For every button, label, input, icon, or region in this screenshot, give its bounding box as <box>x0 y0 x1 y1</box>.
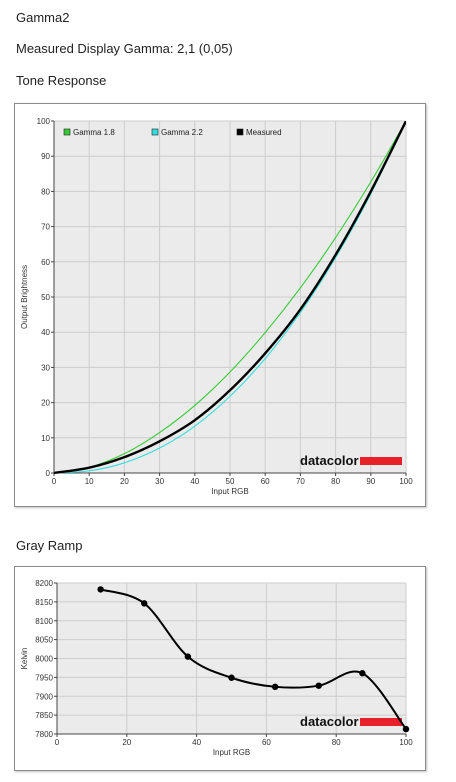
tone-y-tick-label: 40 <box>41 328 50 337</box>
tone-datacolor-logo: datacolor <box>300 453 402 468</box>
tone-legend-label: Measured <box>246 128 282 137</box>
tone-x-tick-label: 90 <box>366 477 375 486</box>
tone-legend-swatch <box>151 128 159 136</box>
tone-x-axis-label: Input RGB <box>211 487 248 496</box>
tone-y-tick-label: 50 <box>41 293 50 302</box>
gray-x-tick-label: 80 <box>332 738 341 747</box>
gray-data-point <box>141 600 148 607</box>
tone-legend-label: Gamma 1.8 <box>73 128 115 137</box>
tone-logo-text: datacolor <box>300 453 359 468</box>
tone-x-tick-label: 0 <box>52 477 57 486</box>
tone-y-tick-label: 60 <box>41 258 50 267</box>
gray-datacolor-logo: datacolor <box>300 714 402 729</box>
gray-y-tick-label: 7800 <box>35 730 53 739</box>
tone-grid <box>53 120 407 474</box>
tone-series-line <box>54 121 406 474</box>
tone-x-tick-label: 50 <box>226 477 235 486</box>
gray-logo-text: datacolor <box>300 714 359 729</box>
tone-y-tick-label: 20 <box>41 399 50 408</box>
tone-y-tick-label: 0 <box>46 469 51 478</box>
page-title: Gamma2 <box>16 10 70 25</box>
gray-data-point <box>184 653 192 660</box>
tone-legend-label: Gamma 2.2 <box>161 128 203 137</box>
tone-x-tick-label: 10 <box>85 477 94 486</box>
tone-legend-swatch <box>63 128 71 136</box>
tone-y-tick-label: 30 <box>41 363 50 372</box>
tone-legend-swatch <box>236 128 244 136</box>
gray-data-point <box>359 670 366 677</box>
tone-x-tick-label: 60 <box>261 477 270 486</box>
tone-response-chart: 0 10 20 30 40 50 60 70 80 90 100 0 10 20 30 40 50 60 70 80 9… <box>20 117 414 496</box>
gray-y-tick-label: 7950 <box>35 673 53 682</box>
gray-ramp-heading: Gray Ramp <box>16 538 83 553</box>
gray-y-tick-label: 8050 <box>35 636 53 645</box>
gray-series-series-0 <box>97 586 410 733</box>
gray-y-tick-label: 8000 <box>35 655 53 664</box>
tone-x-tick-label: 100 <box>399 477 413 486</box>
gray-x-tick-label: 60 <box>262 738 271 747</box>
tone-x-tick-label: 30 <box>155 477 164 486</box>
gray-y-tick-label: 7850 <box>35 711 53 720</box>
gray-x-tick-label: 20 <box>122 738 131 747</box>
gray-y-axis-label: Kelvin <box>20 648 29 670</box>
gray-data-point <box>315 682 322 689</box>
gray-data-point <box>97 586 104 593</box>
gray-y-tick-label: 8100 <box>35 617 53 626</box>
tone-legend-item: Gamma 1.8 <box>63 128 115 137</box>
tone-x-tick-label: 80 <box>331 477 340 486</box>
gray-logo-bar <box>360 718 402 726</box>
gray-x-axis-label: Input RGB <box>213 748 250 757</box>
tone-series-line <box>54 121 406 474</box>
tone-y-tick-label: 100 <box>37 117 51 126</box>
tone-series-gamma-2-2 <box>54 121 406 474</box>
tone-legend-item: Measured <box>236 128 282 137</box>
tone-logo-bar <box>360 457 402 465</box>
tone-y-tick-label: 10 <box>41 434 50 443</box>
gray-data-point <box>271 683 279 691</box>
tone-response-chart-frame: 0 10 20 30 40 50 60 70 80 90 100 0 10 20 30 40 50 60 70 80 9… <box>14 103 426 507</box>
gray-axes: 0 20 40 60 80 100 7800 7850 7900 7950 8000 8050 8100… <box>35 579 413 747</box>
tone-series-measured <box>54 121 406 475</box>
tone-x-tick-label: 20 <box>120 477 129 486</box>
tone-y-tick-label: 90 <box>41 152 50 161</box>
tone-x-tick-label: 70 <box>296 477 305 486</box>
gray-y-tick-label: 8200 <box>35 579 53 588</box>
tone-axes: 0 10 20 30 40 50 60 70 80 90 100 0 10 20 30 40 50 60 70 80 9… <box>37 117 414 486</box>
gray-x-tick-label: 40 <box>192 738 201 747</box>
gray-data-point <box>228 674 235 681</box>
measured-gamma-text: Measured Display Gamma: 2,1 (0,05) <box>16 41 233 56</box>
tone-x-tick-label: 40 <box>190 477 199 486</box>
tone-series-line <box>54 121 406 475</box>
gray-data-point <box>402 725 410 733</box>
gray-ramp-chart: 0 20 40 60 80 100 7800 7850 7900 7950 8000 8050 8100… <box>20 579 413 757</box>
gray-y-tick-label: 8150 <box>35 598 53 607</box>
tone-response-heading: Tone Response <box>16 73 107 88</box>
tone-y-tick-label: 70 <box>41 223 50 232</box>
tone-legend: Gamma 1.8 Gamma 2.2 Measured <box>63 128 282 137</box>
gray-x-tick-label: 100 <box>399 738 413 747</box>
tone-series-gamma-1-8 <box>54 121 406 474</box>
gray-ramp-chart-frame: 0 20 40 60 80 100 7800 7850 7900 7950 8000 8050 8100… <box>14 566 426 771</box>
gray-x-tick-label: 0 <box>55 738 60 747</box>
gray-y-tick-label: 7900 <box>35 692 53 701</box>
tone-y-axis-label: Output Brightness <box>20 265 29 329</box>
tone-legend-item: Gamma 2.2 <box>151 128 203 137</box>
tone-y-tick-label: 80 <box>41 187 50 196</box>
